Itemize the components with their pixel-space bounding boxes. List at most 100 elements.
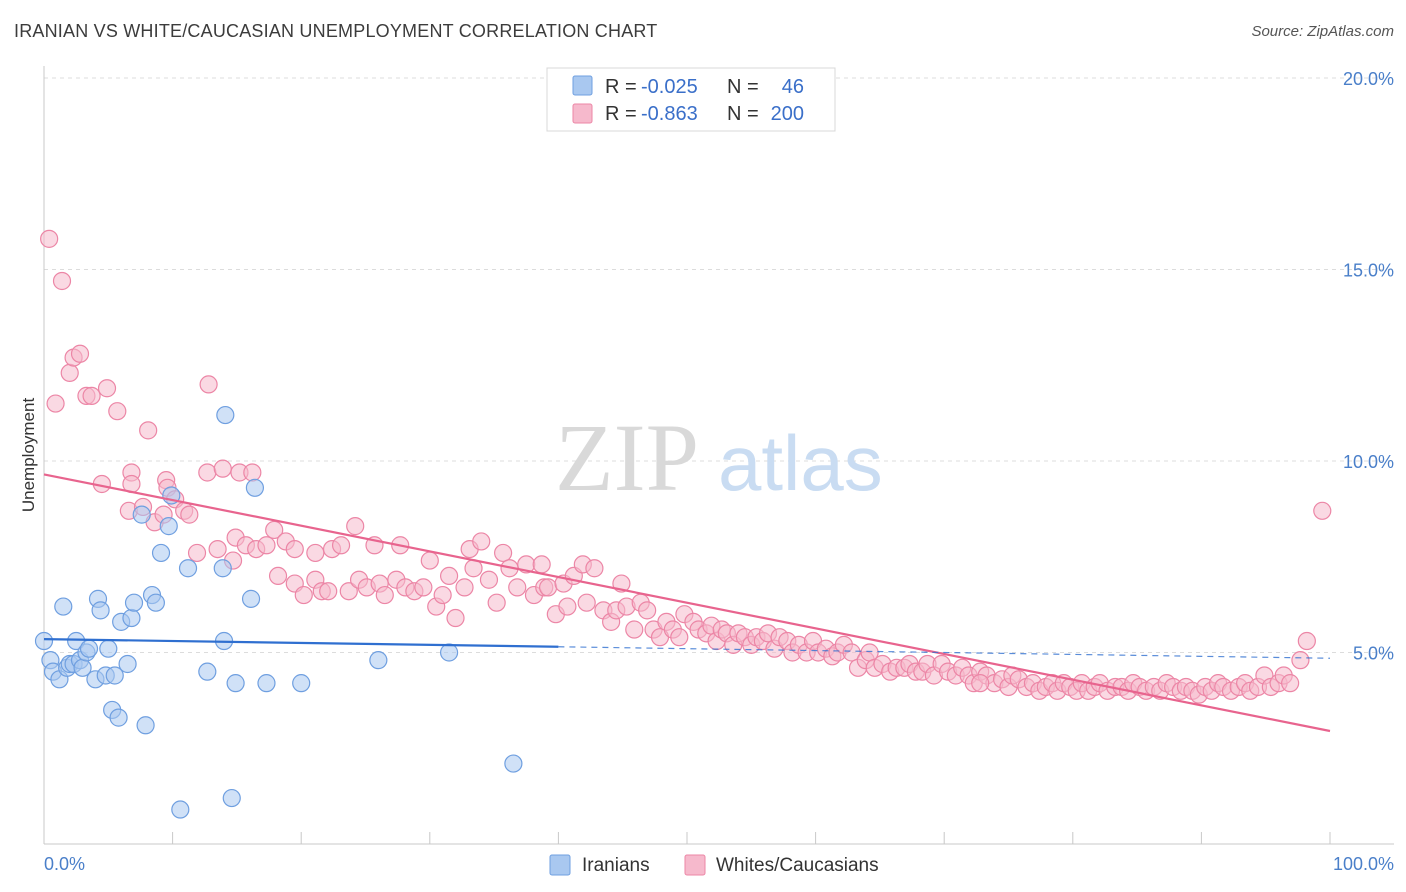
y-tick-label-20: 20.0% [1343,69,1394,89]
watermark-atlas: atlas [718,419,883,507]
iranian-point [34,631,54,651]
white-caucasian-point [306,543,325,563]
iranian-point [369,651,388,670]
white-caucasian-point [577,593,596,612]
iranian-point [504,754,523,773]
iranian-point [146,593,165,612]
watermark-zip: ZIP [555,404,699,511]
white-caucasian-point [446,608,465,628]
series-legend: Iranians Whites/Caucasians [549,854,879,876]
white-caucasian-point [420,551,439,570]
iranian-point [222,788,241,808]
white-caucasian-point [46,394,65,413]
white-caucasian-point [268,566,288,586]
chart-title: IRANIAN VS WHITE/CAUCASIAN UNEMPLOYMENT … [14,21,658,41]
legend-r-value-1: -0.025 [641,76,698,98]
y-axis-title: Unemployment [19,398,38,513]
bottom-legend-label-whites: Whites/Caucasians [716,855,879,876]
iranian-point [91,601,110,620]
grid-layer [44,77,1394,653]
white-caucasian-point [1291,651,1310,670]
iranian-point [171,800,190,819]
iranian-point [118,654,137,674]
white-caucasian-point [670,628,689,647]
legend-r-label-2: R = [605,103,637,125]
y-tick-labels: 5.0% 10.0% 15.0% 20.0% [1343,69,1394,664]
white-caucasian-point [208,539,227,559]
bottom-legend-swatch-whites [684,854,706,876]
iranian-point [292,674,311,693]
y-tick-label-5: 5.0% [1353,644,1394,664]
white-caucasian-point [487,593,506,612]
white-caucasian-points [40,229,1332,704]
iranian-point [178,559,198,578]
white-caucasian-point [971,674,990,693]
legend-swatch-whites [572,103,593,124]
white-caucasian-point [97,379,117,398]
white-caucasian-point [414,578,433,597]
white-caucasian-trend-line [43,473,1331,733]
white-caucasian-point [294,585,313,605]
white-caucasian-point [479,570,499,589]
iranian-point [257,674,276,693]
watermark: ZIP atlas [555,404,883,511]
white-caucasian-point [1281,674,1300,693]
white-caucasian-point [625,620,644,639]
iranian-point [132,505,151,524]
white-caucasian-point [558,597,577,616]
iranian-point [241,589,261,608]
white-caucasian-point [455,578,474,597]
y-tick-label-10: 10.0% [1343,452,1394,472]
white-caucasian-point [1297,631,1316,651]
white-caucasian-point [494,543,513,563]
iranian-point [216,405,235,425]
iranian-points [34,405,523,819]
white-caucasian-point [139,421,158,440]
chart-source: Source: ZipAtlas.com [1251,23,1394,40]
bottom-legend-label-iranians: Iranians [582,855,650,876]
white-caucasian-point [213,459,232,478]
white-caucasian-point [472,532,491,551]
legend-n-value-1: 46 [782,76,804,98]
white-caucasian-point [82,386,101,405]
iranian-point [124,593,144,612]
iranian-trend-line-dashed [558,646,1331,659]
iranian-point [159,517,178,536]
iranian-point [439,643,459,662]
iranian-point [226,674,245,693]
white-caucasian-point [198,463,217,482]
legend-n-value-2: 200 [771,103,804,125]
white-caucasian-point [40,229,59,248]
white-caucasian-point [60,363,79,383]
bottom-legend-swatch-iranians [549,854,571,876]
white-caucasian-point [638,601,657,620]
white-caucasian-point [532,555,551,574]
white-caucasian-point [70,344,90,363]
iranian-point [79,639,99,658]
legend-n-label-1: N = [727,76,759,98]
white-caucasian-point [346,517,365,536]
y-tick-label-15: 15.0% [1343,261,1394,281]
white-caucasian-point [180,505,199,524]
white-caucasian-point [375,585,394,605]
x-ticks [43,832,1331,844]
white-caucasian-point [842,643,861,662]
white-caucasian-point [52,271,72,291]
iranian-trend-line-solid [43,637,559,648]
x-tick-label-100: 100.0% [1333,854,1394,874]
white-caucasian-point [439,566,459,586]
iranian-point [99,639,118,658]
legend-n-label-2: N = [727,103,759,125]
white-caucasian-point [243,463,262,482]
legend-r-label-1: R = [605,76,637,98]
iranian-point [54,597,73,616]
iranian-point [136,716,155,735]
legend-r-value-2: -0.863 [641,103,698,125]
white-caucasian-point [433,585,452,605]
white-caucasian-point [199,375,218,394]
iranian-point [109,708,128,727]
white-caucasian-point [585,559,604,578]
legend-swatch-iranians [572,75,593,96]
stats-legend: R = -0.025 N = 46 R = -0.863 N = 200 [546,67,836,132]
